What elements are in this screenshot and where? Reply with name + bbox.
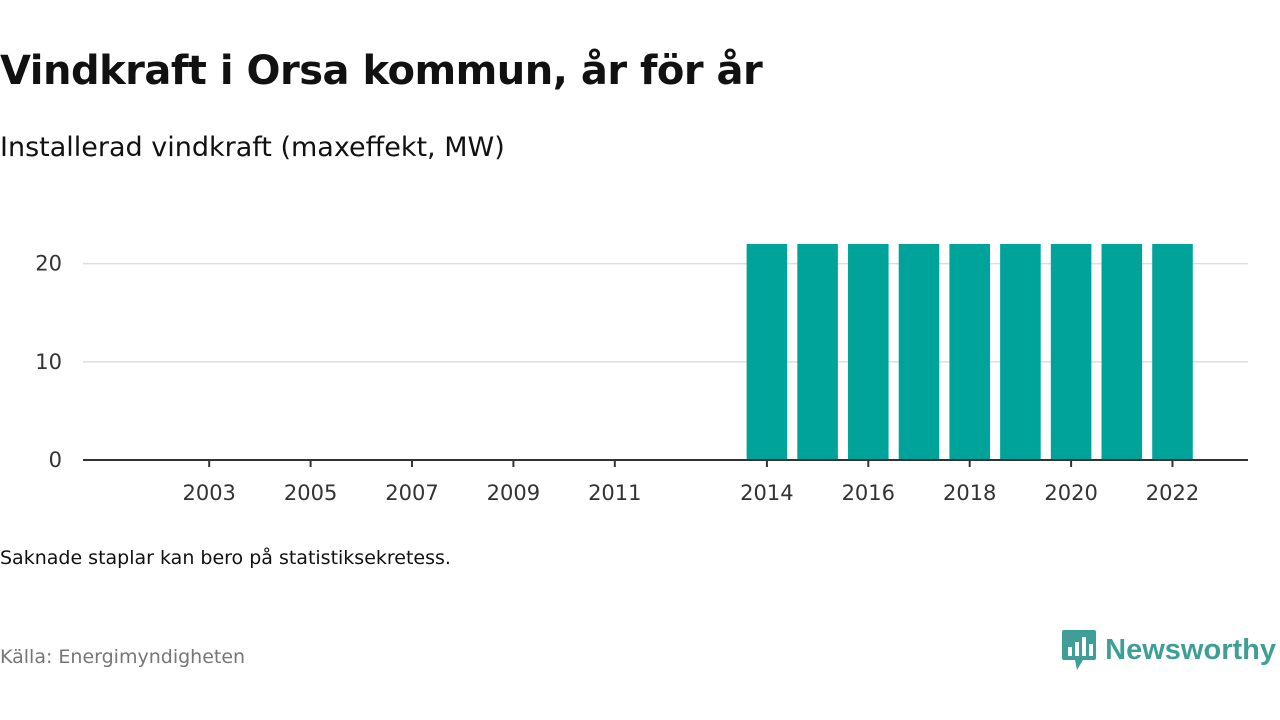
bar-2015: [797, 244, 838, 460]
newsworthy-logo-icon: [1062, 630, 1097, 670]
bar-2014: [746, 244, 788, 460]
bar-2020: [1050, 244, 1092, 460]
x-tick-label-2016: 2016: [842, 481, 895, 505]
x-tick-label-2018: 2018: [943, 481, 996, 505]
chart-subtitle: Installerad vindkraft (maxeffekt, MW): [0, 132, 505, 163]
bar-2021: [1101, 244, 1143, 460]
x-tick-label-2005: 2005: [284, 481, 337, 505]
y-tick-label-0: 0: [49, 448, 62, 472]
x-tick-label-2007: 2007: [385, 481, 438, 505]
brand-name: Newsworthy: [1105, 633, 1276, 666]
y-tick-label-20: 20: [35, 252, 62, 276]
bar-2017: [898, 244, 940, 460]
x-tick-label-2022: 2022: [1146, 481, 1199, 505]
footnote: Saknade staplar kan bero på statistiksek…: [0, 547, 451, 569]
brand-logo: Newsworthy: [1061, 628, 1276, 672]
x-tick-label-2014: 2014: [740, 481, 793, 505]
chart-title: Vindkraft i Orsa kommun, år för år: [0, 48, 763, 94]
x-tick-label-2011: 2011: [588, 481, 641, 505]
x-tick-label-2020: 2020: [1044, 481, 1097, 505]
source-line: Källa: Energimyndigheten: [0, 646, 246, 668]
bar-2016: [848, 244, 889, 460]
bar-2018: [949, 244, 990, 460]
x-tick-label-2009: 2009: [487, 481, 540, 505]
bar-2019: [1000, 244, 1041, 460]
bar-2022: [1152, 244, 1193, 460]
y-tick-label-10: 10: [35, 350, 62, 374]
x-tick-label-2003: 2003: [182, 481, 235, 505]
